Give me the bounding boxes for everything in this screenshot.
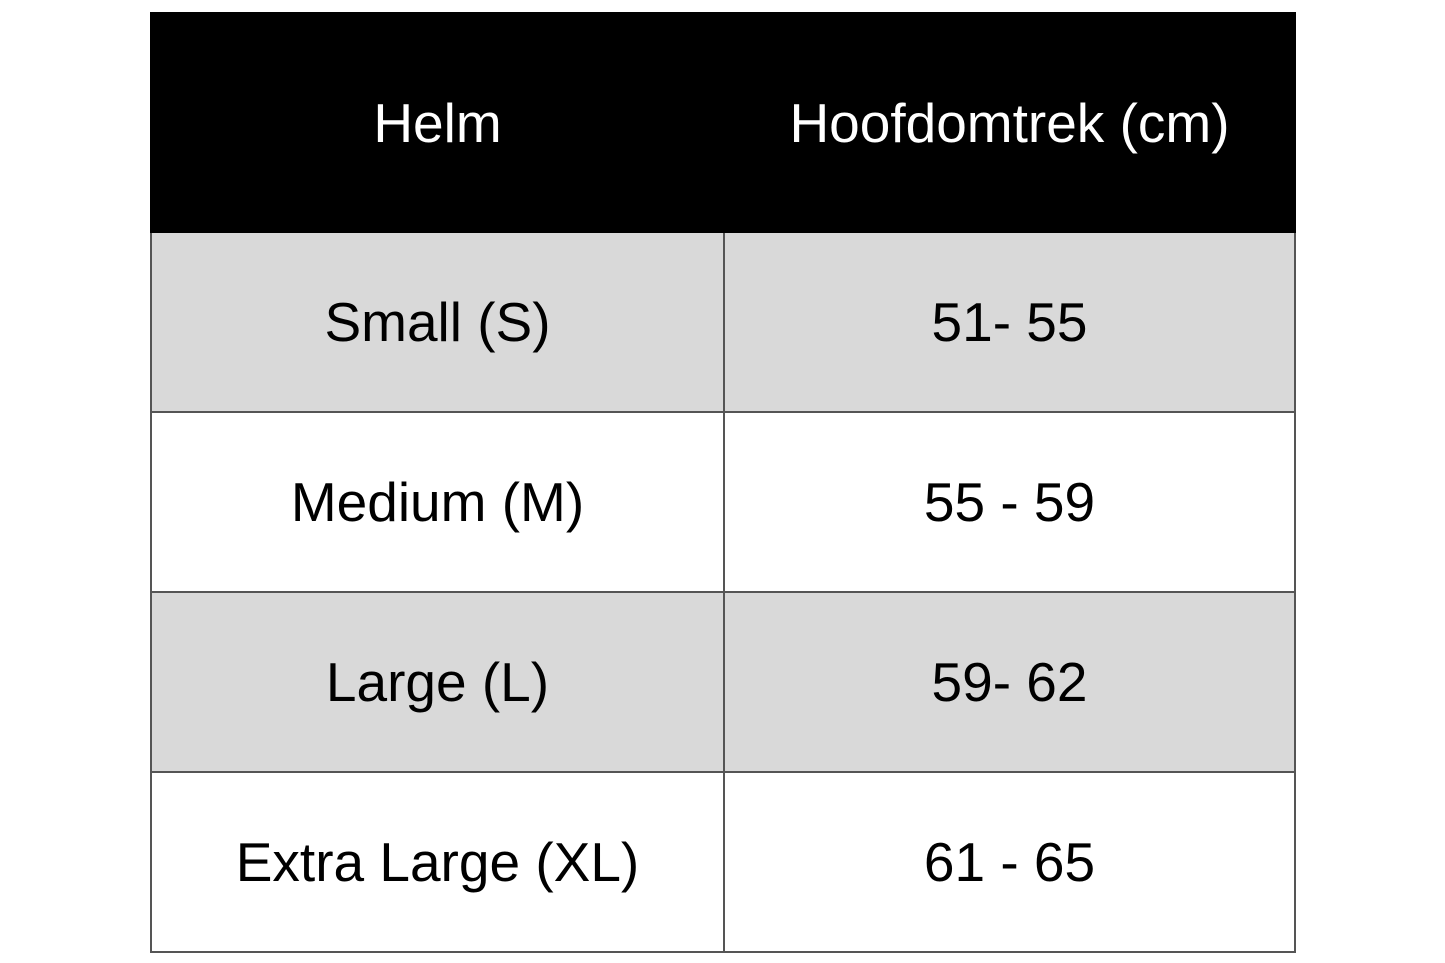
- size-cell: Extra Large (XL): [150, 771, 725, 953]
- range-cell: 51- 55: [723, 231, 1296, 413]
- header-helm: Helm: [150, 12, 725, 233]
- size-cell: Medium (M): [150, 411, 725, 593]
- table-row: Extra Large (XL) 61 - 65: [150, 771, 1296, 953]
- header-head-circumference: Hoofdomtrek (cm): [723, 12, 1296, 233]
- header-row: Helm Hoofdomtrek (cm): [150, 12, 1296, 233]
- size-cell: Small (S): [150, 231, 725, 413]
- range-cell: 55 - 59: [723, 411, 1296, 593]
- table-row: Medium (M) 55 - 59: [150, 411, 1296, 593]
- table-row: Small (S) 51- 55: [150, 231, 1296, 413]
- range-cell: 59- 62: [723, 591, 1296, 773]
- table-row: Large (L) 59- 62: [150, 591, 1296, 773]
- size-table: Helm Hoofdomtrek (cm) Small (S) 51- 55 M…: [150, 12, 1296, 953]
- size-cell: Large (L): [150, 591, 725, 773]
- range-cell: 61 - 65: [723, 771, 1296, 953]
